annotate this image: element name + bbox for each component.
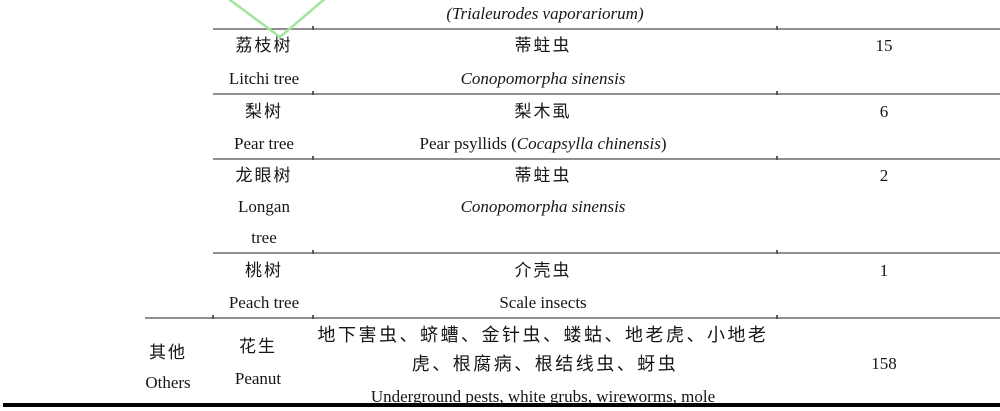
- cell-host-cn: 桃树: [245, 261, 283, 280]
- cell-pest-cn: 蒂蛀虫: [514, 166, 572, 185]
- cell-host-cn: 梨树: [245, 102, 283, 121]
- cell-host-en: Peach tree: [228, 293, 300, 312]
- table-rule-3: [213, 158, 1000, 160]
- cell-pest-cn: 介壳虫: [514, 261, 572, 280]
- cell-pest-en: Underground pests, white grubs, wireworm…: [370, 387, 716, 406]
- cell-pest-latin: Conopomorpha sinensis: [460, 69, 626, 88]
- table-bottom-rule: [3, 403, 1000, 407]
- table-rule-2: [213, 93, 1000, 95]
- table-rule-4: [213, 252, 1000, 254]
- cell-host-en-line1: Longan: [238, 197, 290, 216]
- column-tick: [312, 91, 314, 95]
- column-tick: [776, 26, 778, 30]
- cell-category-en: Others: [145, 373, 191, 392]
- cell-host-en: Pear tree: [234, 134, 294, 153]
- cell-count: 15: [875, 36, 893, 55]
- table-rule-5: [145, 317, 1000, 319]
- column-tick: [312, 156, 314, 160]
- cell-host-en-line2: tree: [251, 228, 277, 247]
- cell-host-cn: 龙眼树: [235, 166, 293, 185]
- column-tick: [776, 315, 778, 319]
- column-tick: [312, 315, 314, 319]
- column-tick: [212, 315, 214, 319]
- pest-en-suffix: ): [660, 134, 667, 153]
- column-tick: [312, 26, 314, 30]
- column-tick: [776, 250, 778, 254]
- checkmark-watermark-icon: [227, 0, 326, 39]
- cell-host-en: Peanut: [234, 369, 282, 388]
- cell-count: 6: [879, 102, 889, 121]
- cell-pest-cn-line1: 地下害虫、蛴螬、金针虫、蝼蛄、地老虎、小地老: [317, 325, 769, 345]
- cell-pest-en: Pear psyllids (Cocapsylla chinensis): [420, 133, 667, 155]
- column-tick: [776, 156, 778, 160]
- column-tick: [312, 250, 314, 254]
- cell-pest-latin-carryover: (Trialeurodes vaporariorum): [446, 4, 644, 23]
- cell-count: 158: [871, 354, 897, 373]
- cell-count: 2: [879, 166, 889, 185]
- cell-pest-cn-line2: 虎、根腐病、根结线虫、蚜虫: [411, 354, 679, 374]
- cell-category-cn: 其他: [149, 343, 187, 362]
- cell-pest-en: Scale insects: [499, 293, 587, 312]
- pest-en-prefix: Pear psyllids (: [419, 134, 517, 153]
- pest-latin: Cocapsylla chinensis: [516, 134, 661, 153]
- cell-host-cn: 花生: [239, 337, 277, 356]
- cell-host-cn: 荔枝树: [235, 36, 293, 55]
- column-tick: [776, 91, 778, 95]
- cell-count: 1: [879, 261, 889, 280]
- cell-pest-cn: 梨木虱: [514, 102, 572, 121]
- cell-pest-latin: Conopomorpha sinensis: [460, 197, 626, 216]
- cell-host-en: Litchi tree: [228, 69, 300, 88]
- table-rule-1: [213, 28, 1000, 30]
- cell-pest-cn: 蒂蛀虫: [514, 36, 572, 55]
